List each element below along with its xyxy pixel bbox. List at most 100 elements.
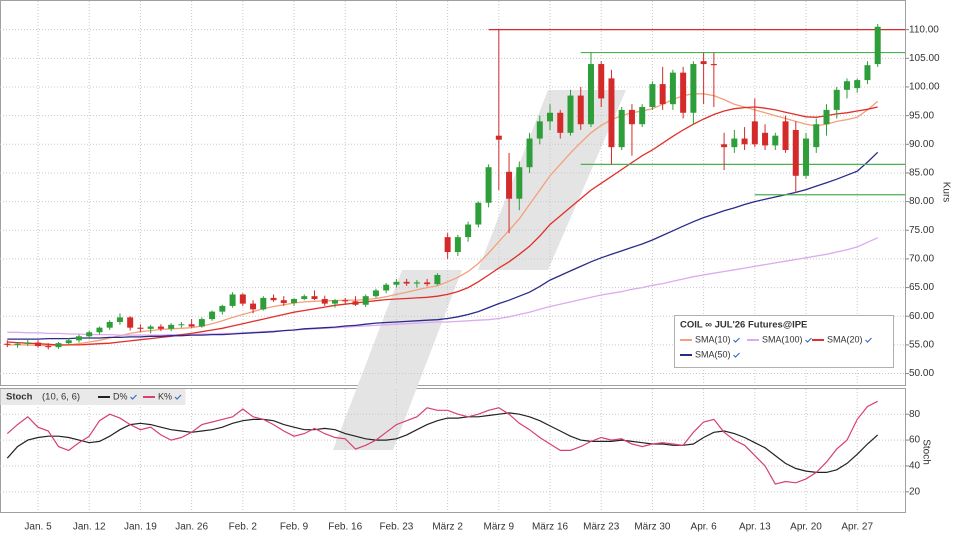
- stoch-line: [6, 412, 879, 473]
- x-tick-label: März 16: [532, 522, 569, 533]
- sma-line: [7, 106, 878, 346]
- candle-body: [813, 124, 820, 148]
- candle-body: [434, 274, 441, 285]
- candle-body: [342, 300, 349, 302]
- y-tick-label: 85.00: [909, 168, 934, 179]
- candle-body: [547, 112, 554, 122]
- candle-body: [444, 237, 451, 253]
- x-tick-label: März 9: [484, 522, 515, 533]
- candle-body: [311, 296, 318, 300]
- candle-body: [557, 112, 564, 133]
- legend-check: [174, 394, 182, 400]
- candle-body: [864, 65, 871, 81]
- candle-body: [157, 326, 164, 329]
- legend-label: D%: [113, 391, 128, 401]
- candle-body: [598, 64, 605, 99]
- candle-body: [803, 138, 810, 176]
- y-tick-label: 80.00: [909, 196, 934, 207]
- candle-body: [270, 297, 277, 301]
- candle-body: [106, 321, 113, 328]
- candle-body: [219, 305, 226, 312]
- candle-body: [495, 135, 502, 140]
- y-tick-label: 100.00: [909, 82, 940, 93]
- candle-body: [331, 300, 338, 304]
- candle-body: [680, 72, 687, 113]
- candle-body: [700, 61, 707, 65]
- y-tick-label: 65.00: [909, 282, 934, 293]
- y-tick-label: 95.00: [909, 110, 934, 121]
- candle-body: [4, 343, 11, 345]
- y-axis-label: Kurs: [940, 182, 951, 203]
- x-tick-label: Jan. 26: [175, 522, 208, 533]
- legend-params: (10, 6, 6): [42, 392, 80, 403]
- candle-body: [608, 78, 615, 148]
- x-tick-label: Feb. 9: [280, 522, 309, 533]
- y-tick-label: 40: [909, 461, 921, 472]
- candle-body: [669, 72, 676, 105]
- candle-body: [782, 121, 789, 151]
- candle-body: [383, 284, 390, 291]
- candle-body: [198, 319, 205, 327]
- plot-layer: [0, 1, 909, 512]
- candle-body: [55, 343, 62, 348]
- x-tick-label: Feb. 2: [229, 522, 258, 533]
- legend-title: COIL ∞ JUL'26 Futures@IPE: [680, 320, 807, 331]
- legend-box: [0, 389, 186, 405]
- candle-body: [751, 121, 758, 145]
- candle-body: [413, 282, 420, 284]
- x-tick-label: März 30: [634, 522, 671, 533]
- y-tick-label: 50.00: [909, 368, 934, 379]
- y-tick-label: 80: [909, 409, 921, 420]
- legend-title: Stoch: [6, 392, 33, 403]
- candle-body: [833, 89, 840, 110]
- legend-label: SMA(10): [695, 334, 731, 344]
- candle-body: [721, 144, 728, 148]
- x-tick-label: März 2: [432, 522, 463, 533]
- candle-body: [854, 80, 861, 89]
- x-tick-label: Jan. 19: [124, 522, 157, 533]
- y-tick-label: 60.00: [909, 311, 934, 322]
- legend-label: SMA(100): [762, 334, 803, 344]
- x-tick-label: Apr. 6: [691, 522, 718, 533]
- candle-body: [291, 299, 298, 304]
- candle-body: [301, 296, 308, 300]
- x-tick-label: Jan. 12: [73, 522, 106, 533]
- candle-body: [260, 297, 267, 310]
- candle-body: [96, 327, 103, 333]
- y-tick-label: 70.00: [909, 254, 934, 265]
- candle-body: [147, 326, 154, 329]
- candle-body: [526, 138, 533, 168]
- price-legend: COIL ∞ JUL'26 Futures@IPE SMA(10) SMA(100…: [674, 315, 894, 368]
- candle-body: [741, 138, 748, 145]
- candle-body: [649, 84, 656, 108]
- candle-body: [65, 340, 72, 344]
- watermark-shape: [333, 270, 462, 450]
- candle-body: [762, 132, 769, 146]
- candle-body: [14, 343, 21, 345]
- x-tick-label: Jan. 5: [24, 522, 52, 533]
- price-panel: [0, 0, 906, 386]
- legend-check: [733, 352, 740, 358]
- candle-body: [792, 129, 799, 176]
- candle-body: [587, 64, 594, 125]
- candle-body: [424, 282, 431, 285]
- candle-body: [710, 64, 717, 66]
- sma-line: [7, 151, 879, 340]
- candle-body: [454, 237, 461, 253]
- y-tick-label: 75.00: [909, 225, 934, 236]
- x-tick-label: Feb. 23: [379, 522, 413, 533]
- y-tick-label: 20: [909, 486, 921, 497]
- background: [0, 0, 906, 513]
- sma-line: [7, 237, 878, 336]
- legend-check: [805, 337, 812, 343]
- candle-body: [45, 346, 52, 348]
- x-tick-label: Apr. 13: [739, 522, 771, 533]
- candle-body: [628, 109, 635, 125]
- candle-body: [86, 332, 93, 337]
- candle-body: [639, 107, 646, 125]
- candle-body: [188, 324, 195, 327]
- candle-body: [178, 324, 185, 326]
- legend-label: SMA(20): [827, 334, 863, 344]
- stoch-line: [6, 400, 878, 485]
